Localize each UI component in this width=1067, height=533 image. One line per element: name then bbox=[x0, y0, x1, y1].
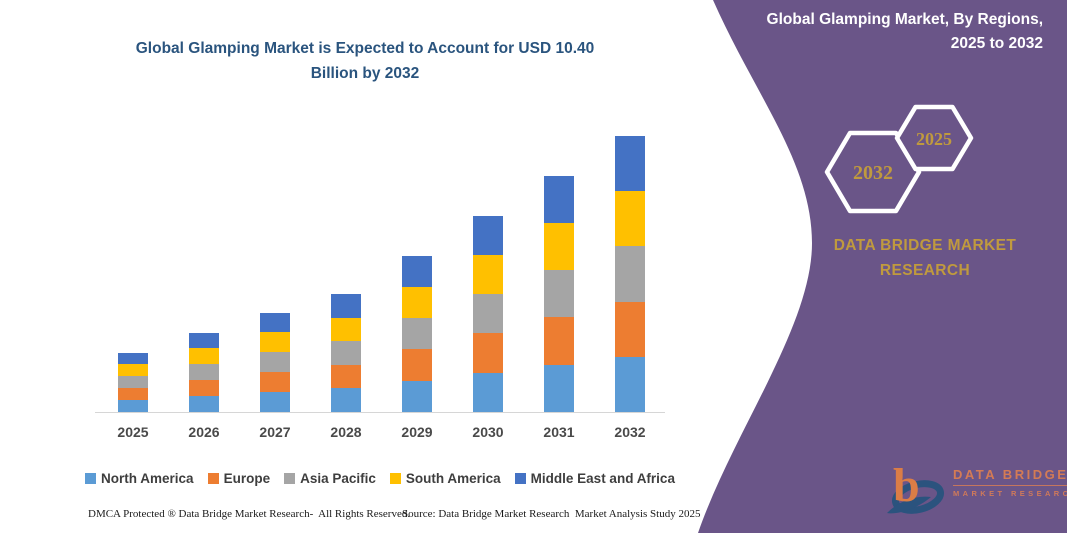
x-axis-label: 2032 bbox=[614, 424, 646, 440]
x-axis-label: 2028 bbox=[330, 424, 362, 440]
bar-segment bbox=[331, 341, 361, 365]
hexagon-2025-icon bbox=[894, 104, 974, 172]
legend-label: Europe bbox=[223, 471, 271, 486]
brand-text: DATA BRIDGE MARKET RESEARCH bbox=[810, 233, 1040, 283]
chart-title-line1: Global Glamping Market is Expected to Ac… bbox=[135, 40, 595, 57]
bar-segment bbox=[615, 301, 645, 357]
x-axis-label: 2029 bbox=[401, 424, 433, 440]
logo-letter: b bbox=[893, 459, 920, 512]
logo-text: DATA BRIDGE MARKET RESEARCH bbox=[953, 467, 1067, 498]
legend-swatch-icon bbox=[85, 473, 97, 484]
bar-segment bbox=[189, 396, 219, 412]
legend-label: Middle East and Africa bbox=[530, 471, 675, 486]
bar-segment bbox=[189, 364, 219, 381]
bar-segment bbox=[402, 349, 432, 381]
footer-dmca-text: DMCA Protected ® Data Bridge Market Rese… bbox=[88, 508, 411, 520]
legend-swatch-icon bbox=[207, 473, 219, 484]
bar-segment bbox=[260, 392, 290, 412]
bar-segment bbox=[473, 215, 503, 255]
bar-segment bbox=[260, 372, 290, 393]
bar-segment bbox=[473, 294, 503, 334]
bar-segment bbox=[260, 352, 290, 373]
bar-segment bbox=[402, 380, 432, 412]
legend-item: Middle East and Africa bbox=[514, 471, 675, 486]
bar-segment bbox=[189, 348, 219, 365]
hexagon-2025-label: 2025 bbox=[916, 129, 952, 149]
bar-segment bbox=[402, 255, 432, 287]
panel-title-line1: Global Glamping Market, By Regions, bbox=[766, 11, 1043, 28]
bar-segment bbox=[331, 388, 361, 412]
bar-2032 bbox=[615, 136, 645, 412]
x-axis-label: 2031 bbox=[543, 424, 575, 440]
bar-segment bbox=[260, 332, 290, 353]
bar-2031 bbox=[544, 175, 574, 412]
x-axis-label: 2027 bbox=[259, 424, 291, 440]
bar-segment bbox=[189, 380, 219, 397]
legend-item: Asia Pacific bbox=[284, 471, 376, 486]
legend-swatch-icon bbox=[284, 473, 296, 484]
brand-text-line1: DATA BRIDGE MARKET bbox=[833, 237, 1017, 254]
bar-2026 bbox=[189, 332, 219, 412]
logo-wordmark: DATA BRIDGE bbox=[953, 467, 1067, 486]
panel-title: Global Glamping Market, By Regions, 2025… bbox=[723, 8, 1043, 56]
logo-tagline: MARKET RESEARCH bbox=[953, 489, 1067, 498]
chart-legend: North America Europe Asia Pacific South Ame… bbox=[60, 471, 700, 486]
bar-segment bbox=[615, 246, 645, 302]
bar-segment bbox=[331, 294, 361, 318]
bar-segment bbox=[473, 254, 503, 295]
plot-area bbox=[95, 120, 665, 413]
x-axis-label: 2026 bbox=[188, 424, 220, 440]
bar-2025 bbox=[118, 352, 148, 412]
bar-segment bbox=[331, 364, 361, 389]
hexagon-2032-label: 2032 bbox=[853, 162, 893, 184]
legend-item: South America bbox=[389, 471, 501, 486]
bar-segment bbox=[544, 270, 574, 318]
legend-label: North America bbox=[101, 471, 194, 486]
bar-segment bbox=[615, 356, 645, 412]
bar-segment bbox=[118, 388, 148, 401]
legend-label: South America bbox=[405, 471, 501, 486]
bar-segment bbox=[118, 376, 148, 389]
bar-segment bbox=[402, 286, 432, 319]
hexagon-badges: 2032 2025 bbox=[824, 104, 974, 214]
chart-title: Global Glamping Market is Expected to Ac… bbox=[85, 36, 645, 86]
bar-segment bbox=[473, 372, 503, 412]
bar-segment bbox=[544, 175, 574, 223]
data-bridge-logo-icon: b bbox=[887, 459, 945, 514]
bar-segment bbox=[544, 317, 574, 365]
x-axis-label: 2025 bbox=[117, 424, 149, 440]
bar-segment bbox=[118, 400, 148, 412]
footer-source-text: Source: Data Bridge Market Research Mark… bbox=[402, 508, 701, 520]
hexagon-2032-icon bbox=[824, 130, 922, 214]
bar-segment bbox=[615, 136, 645, 192]
bar-segment bbox=[189, 332, 219, 349]
legend-label: Asia Pacific bbox=[300, 471, 376, 486]
bar-segment bbox=[118, 352, 148, 365]
chart-title-line2: Billion by 2032 bbox=[310, 65, 420, 82]
legend-item: North America bbox=[85, 471, 194, 486]
bar-2030 bbox=[473, 215, 503, 412]
bar-segment bbox=[615, 191, 645, 247]
bar-segment bbox=[402, 318, 432, 350]
x-axis: 2025 2026 2027 2028 2029 2030 2031 2032 bbox=[95, 424, 665, 444]
bar-segment bbox=[118, 364, 148, 377]
bar-2027 bbox=[260, 312, 290, 412]
bar-segment bbox=[544, 364, 574, 412]
bar-segment bbox=[473, 333, 503, 373]
data-bridge-logo: b DATA BRIDGE MARKET RESEARCH bbox=[885, 455, 1067, 525]
legend-swatch-icon bbox=[514, 473, 526, 484]
legend-item: Europe bbox=[207, 471, 271, 486]
bar-segment bbox=[331, 317, 361, 342]
legend-swatch-icon bbox=[389, 473, 401, 484]
bar-segment bbox=[260, 312, 290, 333]
x-axis-label: 2030 bbox=[472, 424, 504, 440]
brand-text-line2: RESEARCH bbox=[879, 262, 971, 279]
bar-segment bbox=[544, 222, 574, 271]
bar-2028 bbox=[331, 294, 361, 412]
panel-title-line2: 2025 to 2032 bbox=[950, 35, 1043, 52]
bar-2029 bbox=[402, 255, 432, 412]
